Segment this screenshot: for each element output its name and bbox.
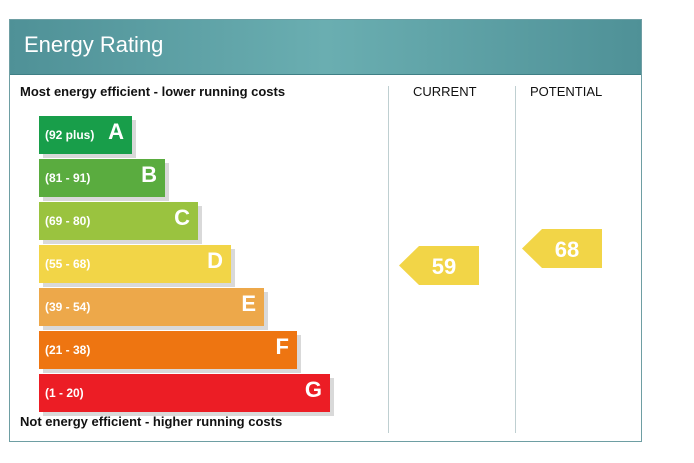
- least-efficient-label: Not energy efficient - higher running co…: [20, 414, 283, 429]
- current-rating-arrow: 59: [399, 246, 479, 285]
- header: Energy Rating: [10, 20, 641, 75]
- page-title: Energy Rating: [24, 32, 164, 57]
- rating-band-g: (1 - 20) G: [39, 374, 330, 412]
- band-range: (55 - 68): [45, 257, 91, 271]
- band-letter: B: [141, 162, 157, 187]
- rating-band-d: (55 - 68) D: [39, 245, 231, 283]
- energy-rating-card: Energy Rating Most energy efficient - lo…: [9, 19, 642, 442]
- band-letter: A: [108, 119, 124, 144]
- band-range: (92 plus): [45, 128, 95, 142]
- most-efficient-label: Most energy efficient - lower running co…: [20, 84, 286, 99]
- column-divider: [388, 86, 389, 433]
- band-range: (69 - 80): [45, 214, 91, 228]
- rating-band-f: (21 - 38) F: [39, 331, 297, 369]
- band-range: (81 - 91): [45, 171, 91, 185]
- band-letter: D: [207, 248, 223, 273]
- current-rating-value: 59: [431, 254, 457, 279]
- band-letter: C: [174, 205, 190, 230]
- rating-band-c: (69 - 80) C: [39, 202, 198, 240]
- potential-column-header: POTENTIAL: [530, 84, 603, 99]
- band-letter: G: [304, 377, 322, 402]
- band-letter: F: [275, 334, 289, 359]
- potential-rating-value: 68: [554, 237, 580, 262]
- column-divider: [515, 86, 516, 433]
- rating-band-b: (81 - 91) B: [39, 159, 165, 197]
- band-range: (1 - 20): [45, 386, 84, 400]
- current-column-header: CURRENT: [413, 84, 477, 99]
- potential-rating-arrow: 68: [522, 229, 602, 268]
- band-letter: E: [241, 291, 256, 316]
- band-range: (39 - 54): [45, 300, 91, 314]
- rating-band-a: (92 plus) A: [39, 116, 132, 154]
- rating-band-e: (39 - 54) E: [39, 288, 264, 326]
- band-range: (21 - 38): [45, 343, 91, 357]
